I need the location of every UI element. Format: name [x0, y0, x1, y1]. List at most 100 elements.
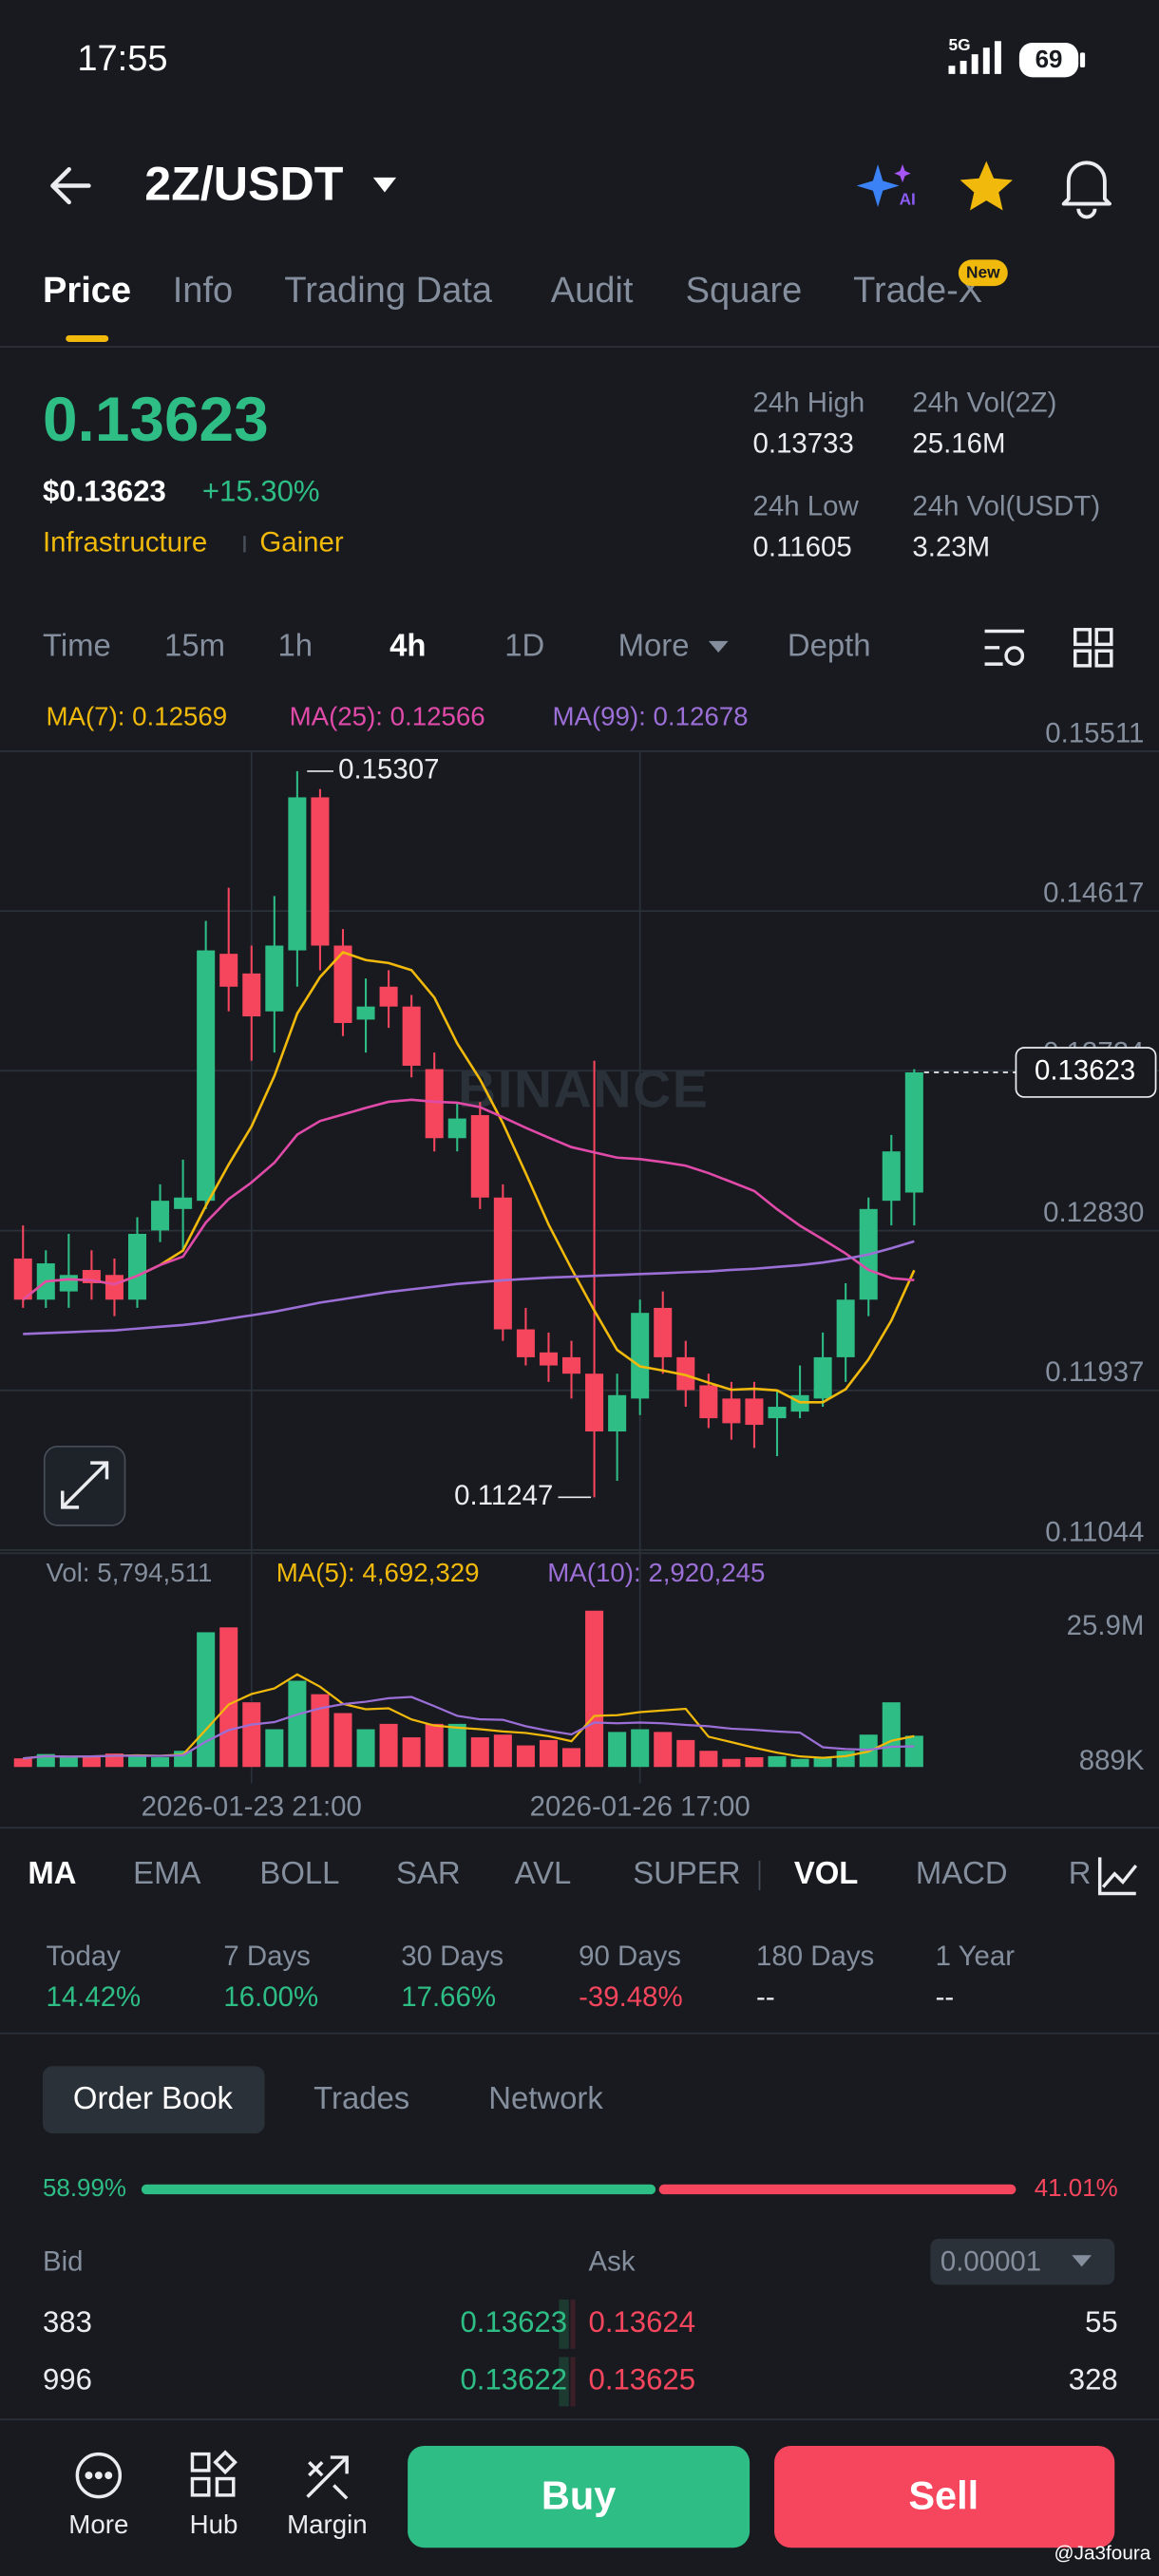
performance-value: --: [756, 1981, 775, 2013]
layout-button[interactable]: [1074, 628, 1113, 668]
back-button[interactable]: [50, 166, 91, 205]
pair-title[interactable]: 2Z/USDT: [144, 158, 343, 211]
volume-bar: [311, 1694, 330, 1768]
volume-bar: [654, 1732, 673, 1768]
interval[interactable]: 1h: [277, 627, 313, 662]
candle-body: [13, 1258, 32, 1300]
candle-body: [379, 986, 398, 1007]
tab[interactable]: Price: [43, 271, 131, 311]
interval[interactable]: 15m: [164, 627, 225, 662]
order-book-tab[interactable]: Order Book: [73, 2080, 234, 2115]
precision-dropdown[interactable]: [1072, 2255, 1092, 2267]
interval[interactable]: More: [618, 627, 690, 662]
order-book-tab[interactable]: Network: [488, 2080, 603, 2115]
current-price-label: 0.13623: [1035, 1055, 1135, 1087]
volume-bar: [242, 1702, 261, 1768]
candle-body: [447, 1118, 466, 1139]
volume-tick-label: 889K: [1079, 1745, 1145, 1776]
stat-label: 24h Low: [753, 490, 860, 521]
bottom-nav-label[interactable]: More: [68, 2510, 128, 2539]
chart-settings-button[interactable]: [984, 629, 1025, 666]
bid-price: 0.13622: [461, 2363, 568, 2396]
indicator[interactable]: SAR: [396, 1855, 461, 1890]
candle-body: [104, 1275, 124, 1300]
indicator[interactable]: R: [1069, 1855, 1092, 1890]
ask-header: Ask: [589, 2246, 636, 2278]
ma-line: [22, 1098, 915, 1301]
candle-body: [904, 1071, 923, 1193]
performance-value: 16.00%: [223, 1981, 318, 2013]
fullscreen-button[interactable]: [43, 1445, 126, 1526]
current-price-box: [1015, 1047, 1157, 1098]
stat-value: 0.13733: [753, 428, 854, 460]
tab[interactable]: Audit: [551, 271, 634, 311]
notification-button[interactable]: [1061, 161, 1112, 219]
network: 5G: [948, 35, 970, 54]
bottom-nav-label[interactable]: Hub: [190, 2510, 238, 2539]
interval[interactable]: 4h: [390, 627, 426, 662]
indicator[interactable]: MACD: [916, 1855, 1008, 1890]
more-icon[interactable]: [75, 2452, 123, 2499]
volume-tick-label: 25.9M: [1067, 1610, 1145, 1641]
stat-value: 3.23M: [912, 532, 990, 563]
price-change: +15.30%: [202, 474, 320, 507]
order-book-tab[interactable]: Trades: [314, 2080, 409, 2115]
chart-watermark: BINANCE: [458, 1059, 709, 1118]
volume-bar: [631, 1729, 650, 1768]
precision-selector-bg[interactable]: [930, 2238, 1115, 2285]
bottom-nav-label[interactable]: Margin: [287, 2510, 368, 2539]
stat-label: 24h High: [753, 387, 865, 418]
sell-label[interactable]: Sell: [908, 2472, 978, 2517]
y-tick-label: 0.15511: [1045, 717, 1144, 748]
indicator[interactable]: VOL: [794, 1855, 859, 1890]
indicator[interactable]: AVL: [515, 1855, 572, 1890]
indicator[interactable]: EMA: [133, 1855, 200, 1890]
indicator[interactable]: SUPER: [633, 1855, 740, 1890]
interval[interactable]: Time: [43, 627, 111, 662]
candle-body: [654, 1307, 673, 1357]
performance-label: 1 Year: [936, 1941, 1016, 1972]
indicator[interactable]: MA: [28, 1855, 76, 1890]
ai-button[interactable]: AI: [856, 164, 916, 209]
interval[interactable]: 1D: [504, 627, 544, 662]
sell-button[interactable]: [774, 2445, 1115, 2548]
performance-value: 17.66%: [401, 1981, 496, 2013]
ask-quantity: 328: [1069, 2363, 1118, 2396]
volume-bar: [265, 1729, 284, 1768]
volume-bar: [379, 1723, 398, 1768]
candle-body: [356, 1006, 375, 1020]
tag[interactable]: Infrastructure: [43, 527, 207, 559]
candle-body: [151, 1201, 170, 1231]
tab[interactable]: Square: [686, 271, 803, 311]
watermark: @Ja3foura: [1054, 2543, 1151, 2565]
buy-button[interactable]: [408, 2445, 750, 2548]
candle-body: [219, 954, 238, 987]
battery-level: 69: [1036, 47, 1063, 73]
tag[interactable]: Gainer: [259, 527, 343, 559]
hub-icon[interactable]: [190, 2450, 238, 2497]
favorite-button[interactable]: [960, 161, 1013, 211]
svg-text:AI: AI: [900, 190, 916, 209]
margin-icon[interactable]: [306, 2455, 349, 2500]
tab[interactable]: Trading Data: [284, 271, 492, 311]
more-dropdown[interactable]: [708, 640, 729, 653]
tab[interactable]: Info: [173, 271, 234, 311]
precision[interactable]: 0.00001: [940, 2246, 1041, 2278]
indicator-settings-button[interactable]: [1097, 1857, 1138, 1896]
candle-body: [516, 1329, 535, 1357]
y-tick-label: 0.14617: [1043, 878, 1144, 909]
volume-bar: [562, 1748, 581, 1768]
candle-body: [562, 1356, 581, 1374]
low-annotation: 0.11247: [454, 1480, 553, 1511]
volume-bar: [882, 1702, 901, 1768]
interval[interactable]: Depth: [788, 627, 871, 662]
volume-bar: [539, 1739, 558, 1768]
buy-label[interactable]: Buy: [542, 2472, 616, 2517]
indicator[interactable]: BOLL: [259, 1855, 339, 1890]
volume-bar: [197, 1632, 216, 1768]
candle-body: [699, 1385, 718, 1419]
performance-value: 14.42%: [46, 1981, 141, 2013]
pair-dropdown[interactable]: [372, 177, 397, 193]
badge-bg: [958, 259, 1008, 287]
